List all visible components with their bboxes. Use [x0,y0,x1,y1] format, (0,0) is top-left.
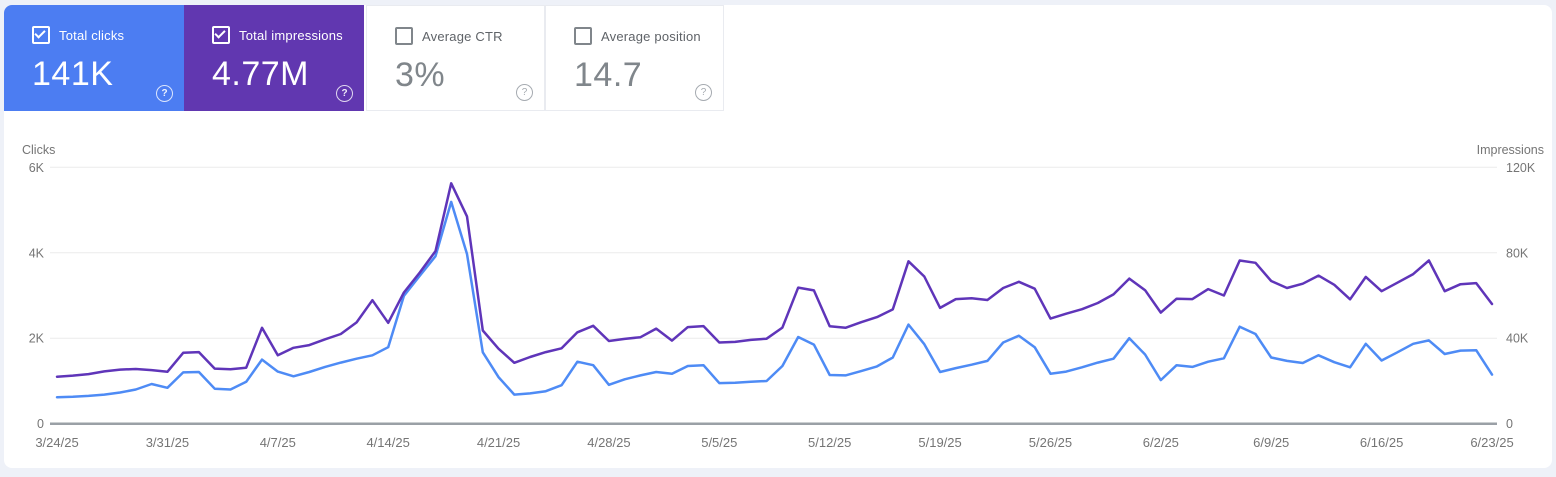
x-axis-date-label: 6/23/25 [1470,435,1513,450]
right-axis-tick: 120K [1506,161,1536,175]
card-average-position[interactable]: Average position 14.7 ? [545,5,724,111]
x-axis-date-label: 5/5/25 [701,435,737,450]
average-position-checkbox[interactable] [574,27,592,45]
average-position-value: 14.7 [574,56,643,94]
total-impressions-label: Total impressions [239,27,343,43]
x-axis-date-label: 6/9/25 [1253,435,1289,450]
card-average-ctr[interactable]: Average CTR 3% ? [366,5,545,111]
left-axis-title: Clicks [22,143,55,157]
performance-chart[interactable]: 6K 120K 4K 80K 2K 40K 0 0 Clicks Impressions 3/24/… [4,137,1552,467]
x-axis-date-label: 3/24/25 [35,435,78,450]
total-clicks-line [55,200,1494,399]
x-axis-date-label: 4/28/25 [587,435,630,450]
left-axis-tick: 2K [29,332,45,346]
right-axis-tick: 80K [1506,246,1529,260]
x-axis-date-label: 6/16/25 [1360,435,1403,450]
help-icon[interactable]: ? [156,85,173,102]
card-total-clicks[interactable]: Total clicks 141K ? [4,5,184,111]
left-axis-tick: 0 [37,417,44,431]
help-icon[interactable]: ? [516,84,533,101]
x-axis-date-label: 6/2/25 [1143,435,1179,450]
x-axis-date-label: 5/12/25 [808,435,851,450]
right-axis-tick: 40K [1506,332,1529,346]
help-icon[interactable]: ? [695,84,712,101]
left-axis-tick: 4K [29,246,45,260]
help-icon[interactable]: ? [336,85,353,102]
card-label-row: Total impressions [212,26,348,44]
card-total-impressions[interactable]: Total impressions 4.77M ? [184,5,364,111]
card-label-row: Average CTR [395,27,528,45]
x-axis-date-label: 5/26/25 [1029,435,1072,450]
right-axis-title: Impressions [1477,143,1544,157]
average-ctr-label: Average CTR [422,28,503,44]
card-label-row: Average position [574,27,707,45]
total-clicks-label: Total clicks [59,27,125,43]
performance-panel: Total clicks 141K ? Total impressions 4.… [4,5,1552,468]
x-axis-date-label: 4/7/25 [260,435,296,450]
total-clicks-checkbox[interactable] [32,26,50,44]
total-impressions-value: 4.77M [212,55,309,93]
total-impressions-line [55,182,1494,378]
x-axis-date-label: 4/21/25 [477,435,520,450]
average-ctr-checkbox[interactable] [395,27,413,45]
right-axis-tick: 0 [1506,417,1513,431]
x-axis-date-label: 5/19/25 [918,435,961,450]
total-clicks-value: 141K [32,55,114,93]
left-axis-tick: 6K [29,161,45,175]
x-axis-date-label: 3/31/25 [146,435,189,450]
metric-cards-row: Total clicks 141K ? Total impressions 4.… [4,5,1552,111]
card-label-row: Total clicks [32,26,168,44]
chart-area: 6K 120K 4K 80K 2K 40K 0 0 Clicks Impressions 3/24/… [4,137,1552,467]
average-position-label: Average position [601,28,701,44]
x-axis-date-label: 4/14/25 [366,435,409,450]
total-impressions-checkbox[interactable] [212,26,230,44]
average-ctr-value: 3% [395,56,446,94]
